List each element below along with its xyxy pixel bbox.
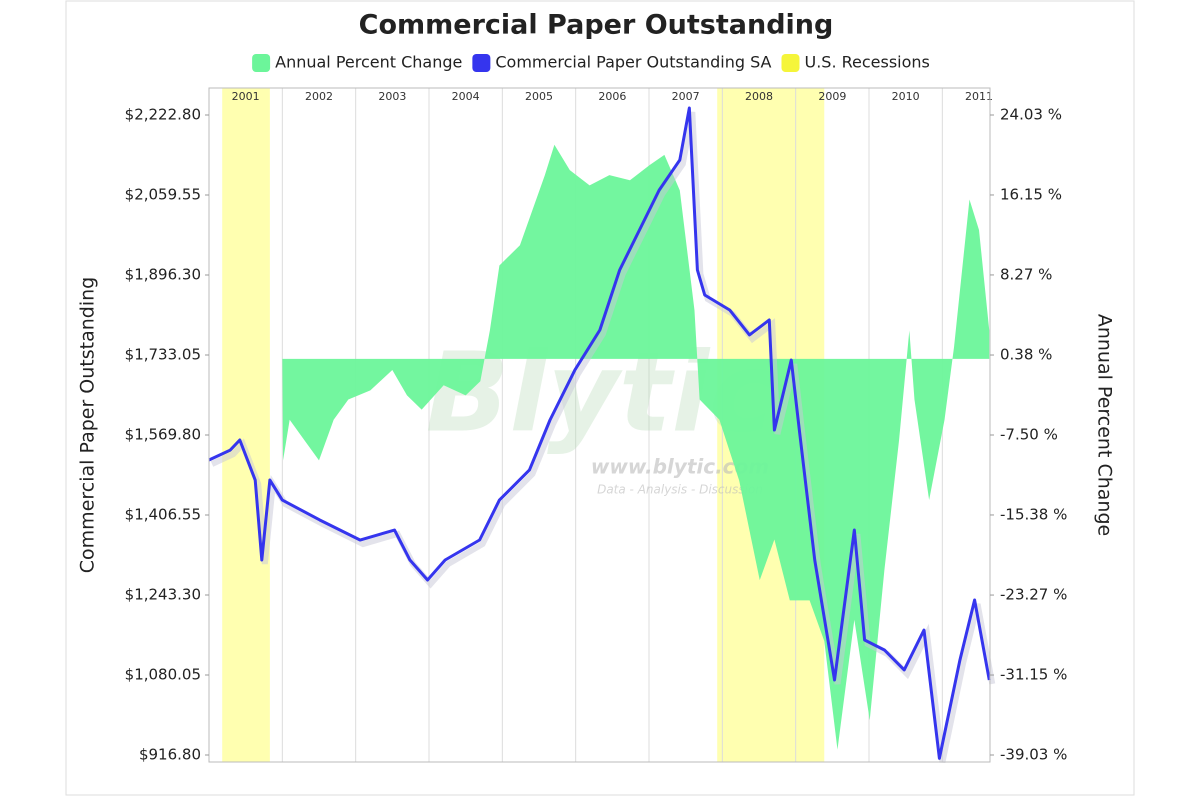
y2-tick-label: -31.15 % — [1000, 666, 1067, 684]
x-tick-label: 2001 — [232, 90, 260, 103]
y-tick-label: $916.80 — [139, 745, 201, 763]
y2-tick-label: -15.38 % — [1000, 505, 1067, 523]
x-tick-label: 2003 — [378, 90, 406, 103]
y-tick-label: $1,733.05 — [125, 345, 201, 363]
x-tick-label: 2006 — [598, 90, 626, 103]
y2-axis-label: Annual Percent Change — [1094, 314, 1116, 536]
legend-swatch — [472, 54, 491, 72]
x-tick-label: 2010 — [892, 90, 920, 103]
y-tick-label: $1,080.05 — [125, 665, 201, 683]
y2-tick-label: 8.27 % — [1000, 265, 1052, 283]
x-tick-label: 2008 — [745, 90, 773, 103]
y-tick-label: $1,569.80 — [125, 425, 201, 443]
y2-tick-label: -23.27 % — [1000, 586, 1067, 604]
legend-swatch — [781, 54, 800, 72]
plot-border — [208, 87, 991, 763]
y-tick-label: $2,222.80 — [125, 106, 201, 124]
y-tick-label: $1,896.30 — [125, 265, 201, 283]
watermark: Data - Analysis - Discussion — [597, 483, 763, 497]
y2-tick-label: 24.03 % — [1000, 105, 1062, 123]
x-tick-label: 2002 — [305, 90, 333, 103]
area — [282, 144, 990, 750]
line-shadow — [210, 111, 996, 763]
y2-tick-label: 0.38 % — [1000, 346, 1052, 364]
legend: Annual Percent Change Commercial Paper Ou… — [252, 53, 930, 72]
y-tick-label: $2,059.55 — [125, 186, 201, 204]
x-tick-label: 2007 — [672, 90, 700, 103]
y-tick-label: $1,406.55 — [125, 505, 201, 523]
legend-label: Commercial Paper Outstanding SA — [495, 53, 771, 72]
legend-label: Annual Percent Change — [275, 53, 462, 72]
legend-swatch — [252, 54, 271, 72]
x-tick-label: 2009 — [818, 90, 846, 103]
recession-band — [222, 88, 270, 762]
x-tick-label: 2005 — [525, 90, 553, 103]
legend-label: U.S. Recessions — [804, 53, 929, 72]
y-tick-label: $1,243.30 — [125, 585, 201, 603]
plot: 2001 2002 2003 2004 2005 2006 2007 2008 2009 2010… — [125, 53, 1068, 764]
x-tick-label: 2004 — [452, 90, 480, 103]
y2-tick-label: -7.50 % — [1000, 425, 1058, 443]
x-tick-label: 2011 — [965, 90, 993, 103]
y2-tick-label: -39.03 % — [1000, 745, 1067, 763]
chart-title: Commercial Paper Outstanding — [359, 10, 834, 41]
y-axis-label: Commercial Paper Outstanding — [77, 277, 99, 573]
y2-tick-label: 16.15 % — [1000, 185, 1062, 203]
line — [208, 106, 991, 760]
